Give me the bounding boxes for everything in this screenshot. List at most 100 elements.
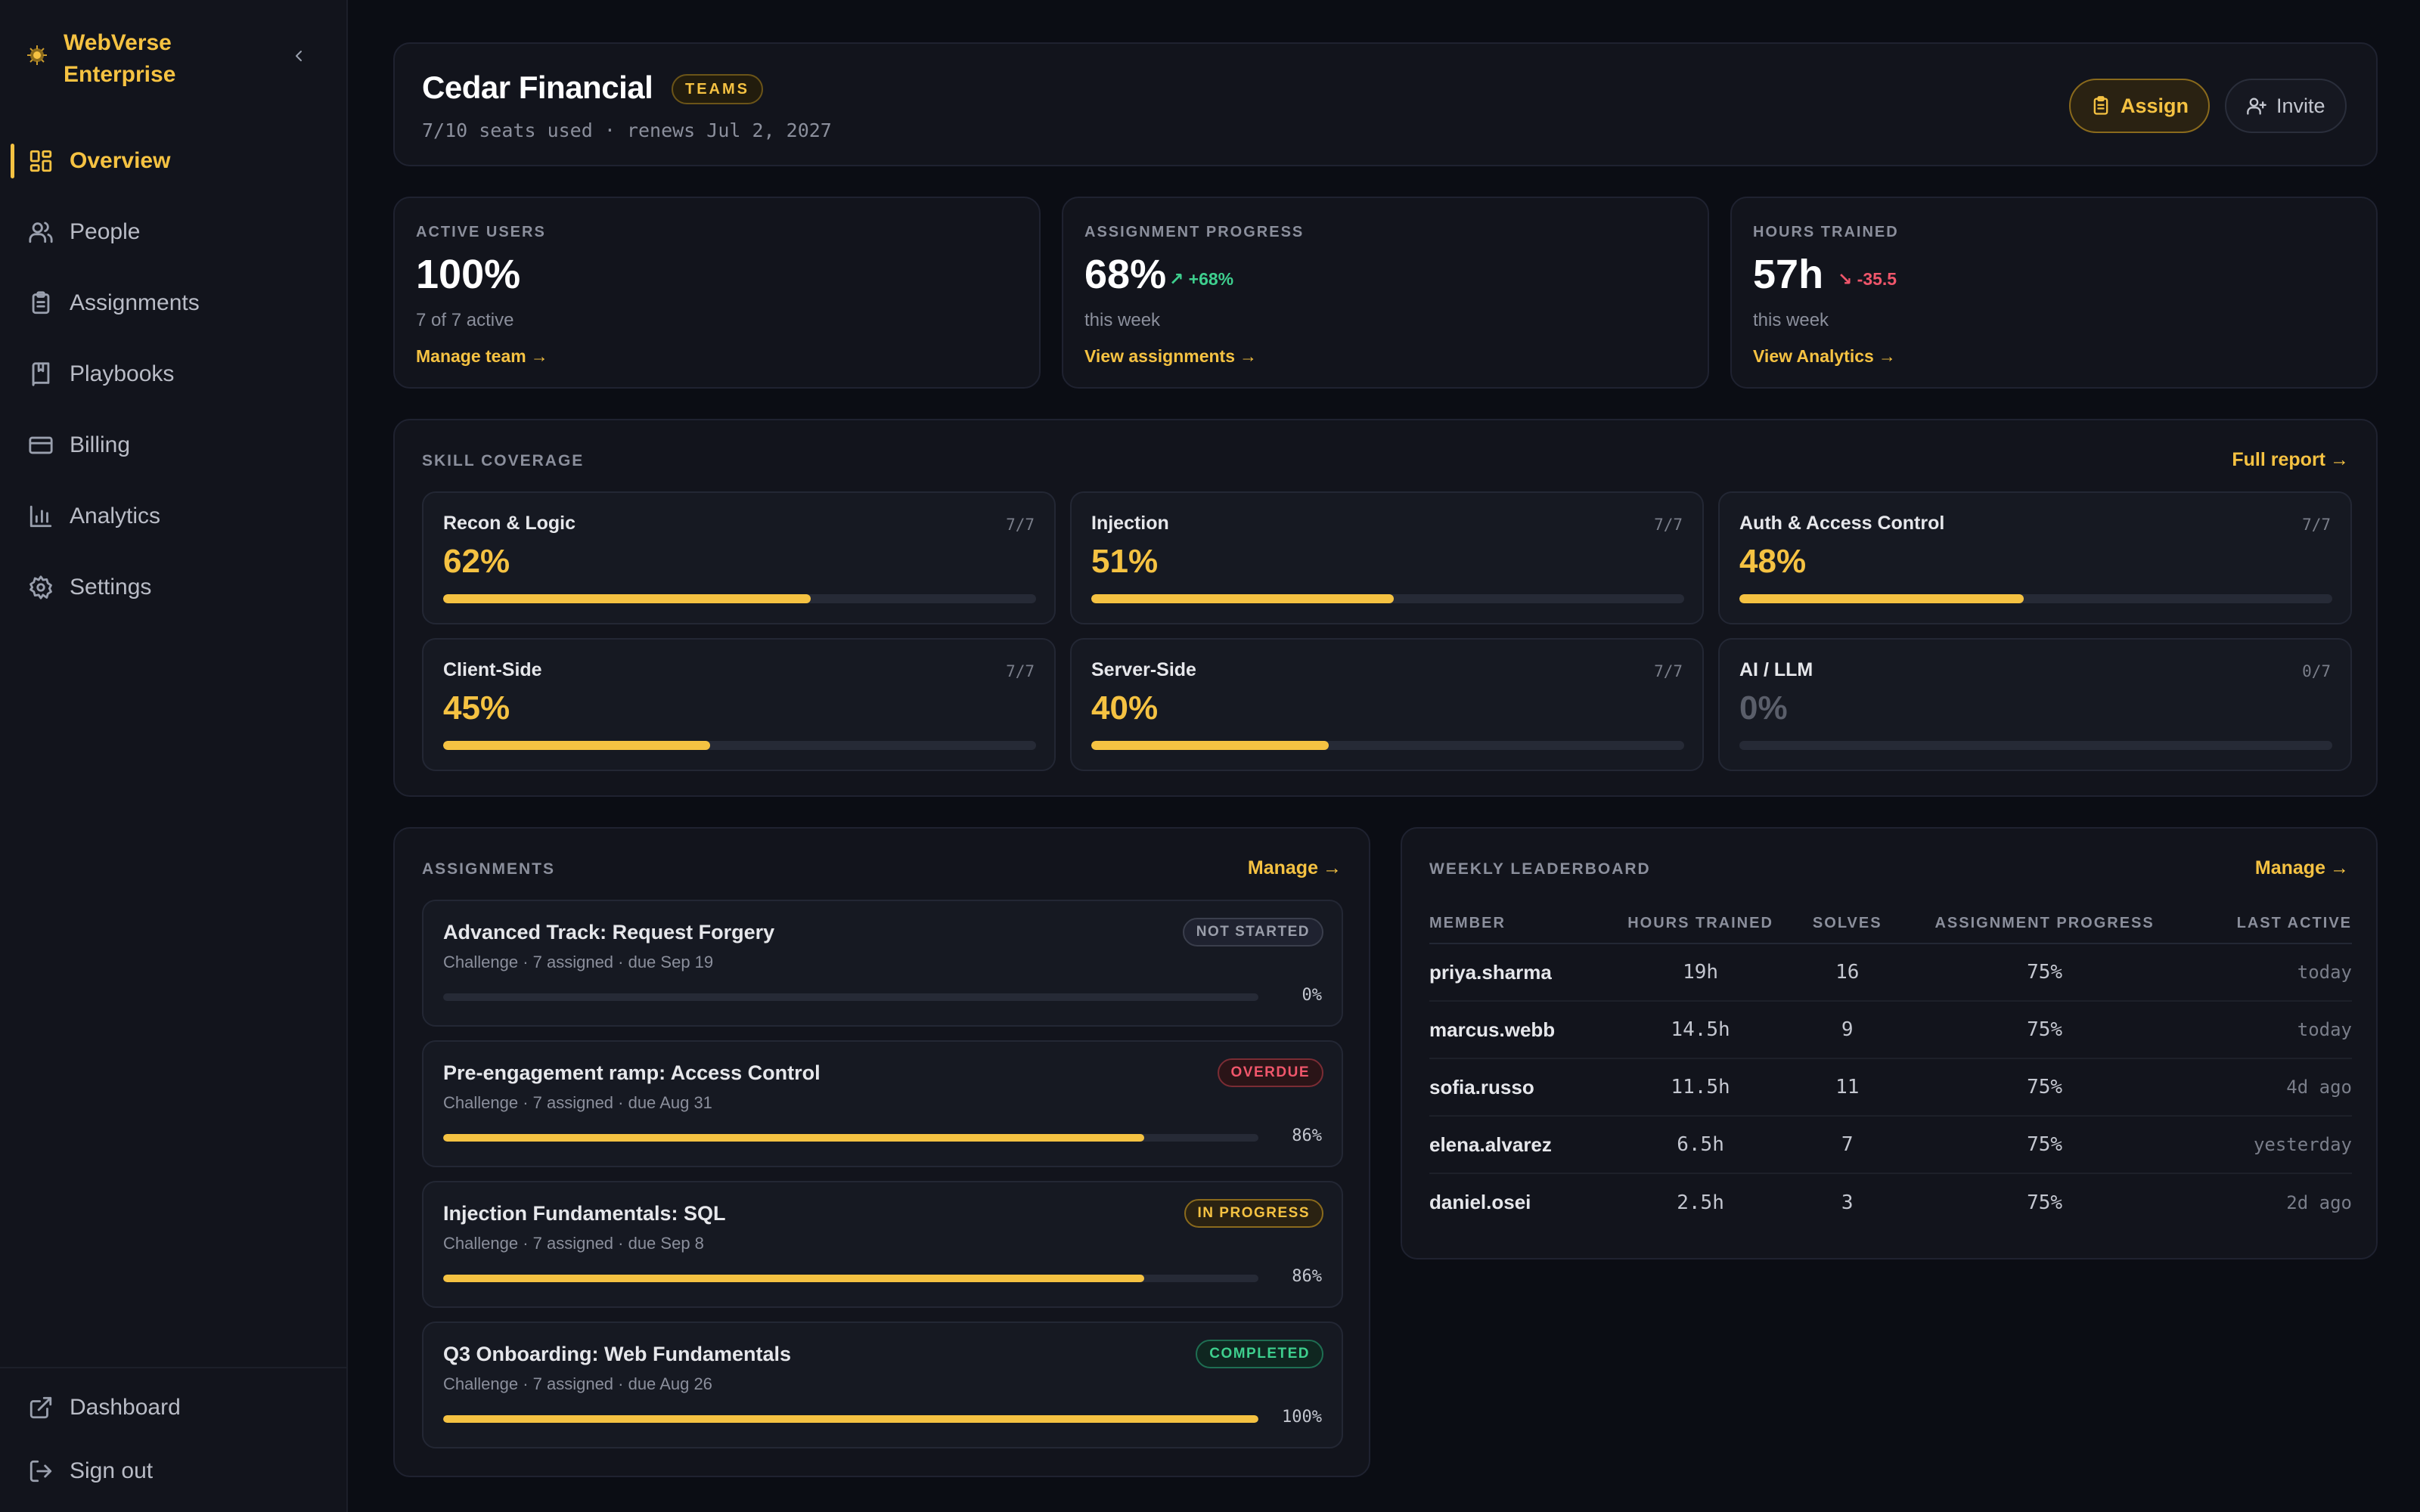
assignment-progress: 75% <box>1894 1058 2195 1117</box>
table-row[interactable]: priya.sharma 19h 16 75% today <box>1429 943 2352 1002</box>
link-label: Manage <box>2254 857 2325 878</box>
external-link-icon <box>27 1394 54 1421</box>
skill-card: AI / LLM 0/7 0% <box>1718 638 2352 771</box>
assignment-item[interactable]: Advanced Track: Request Forgery Challeng… <box>422 900 1343 1027</box>
view-analytics-link[interactable]: View Analytics → <box>1753 346 1896 367</box>
assignment-item[interactable]: Q3 Onboarding: Web Fundamentals Challeng… <box>422 1321 1343 1448</box>
assignment-meta: Challenge · 7 assigned · due Aug 26 <box>443 1374 712 1393</box>
sidebar-item-analytics[interactable]: Analytics <box>0 481 348 552</box>
table-row[interactable]: marcus.webb 14.5h 9 75% today <box>1429 1001 2352 1059</box>
skill-name: Server-Side <box>1091 659 1196 680</box>
weekly-leaderboard-panel: WEEKLY LEADERBOARD Manage → MEMBER HOURS … <box>1401 827 2378 1259</box>
link-label: View assignments <box>1084 346 1235 366</box>
sidebar-item-dashboard[interactable]: Dashboard <box>0 1376 348 1439</box>
last-active: today <box>2194 1001 2352 1059</box>
table-row[interactable]: elena.alvarez 6.5h 7 75% yesterday <box>1429 1116 2352 1174</box>
sidebar-item-assignments[interactable]: Assignments <box>0 268 348 339</box>
last-active: yesterday <box>2194 1116 2352 1174</box>
arrow-up-right-icon: ↗ <box>1169 269 1184 289</box>
skill-fraction: 7/7 <box>1006 662 1035 680</box>
skill-progress-fill <box>1091 594 1394 603</box>
status-badge: COMPLETED <box>1196 1340 1323 1368</box>
skill-fraction: 7/7 <box>2302 516 2331 534</box>
column-header-hours[interactable]: HOURS TRAINED <box>1600 904 1801 944</box>
arrow-right-icon: → <box>1323 857 1342 878</box>
assignment-item[interactable]: Pre-engagement ramp: Access Control Chal… <box>422 1040 1343 1167</box>
last-active: 2d ago <box>2286 1191 2352 1213</box>
solves: 16 <box>1800 943 1895 1002</box>
link-label: View Analytics <box>1753 346 1874 366</box>
skill-progress-bar <box>1091 741 1684 750</box>
assignment-progress-fill <box>443 1275 1145 1282</box>
link-label: Manage team <box>416 346 526 366</box>
sidebar-item-playbooks[interactable]: Playbooks <box>0 339 348 410</box>
skill-fraction: 7/7 <box>1654 662 1683 680</box>
manage-assignments-link[interactable]: Manage → <box>1248 857 1342 879</box>
column-header-last-active[interactable]: LAST ACTIVE <box>2194 904 2352 944</box>
member-name: priya.sharma <box>1429 943 1601 1002</box>
status-badge: IN PROGRESS <box>1184 1199 1323 1228</box>
column-header-member[interactable]: MEMBER <box>1429 904 1601 944</box>
skill-name: Recon & Logic <box>443 513 576 534</box>
skill-card: Injection 7/7 51% <box>1070 491 1704 624</box>
manage-leaderboard-link[interactable]: Manage → <box>2255 857 2349 879</box>
skill-progress-bar <box>1739 741 2332 750</box>
skill-card: Auth & Access Control 7/7 48% <box>1718 491 2352 624</box>
skill-progress-fill <box>1091 741 1329 750</box>
hours-trained: 2.5h <box>1677 1191 1724 1214</box>
brand[interactable]: WebVerse Enterprise <box>26 27 328 91</box>
delta-value: -35.5 <box>1857 269 1897 289</box>
view-assignments-link[interactable]: View assignments → <box>1084 346 1257 367</box>
member-name: marcus.webb <box>1429 1001 1601 1059</box>
assignment-progress: 75% <box>1894 1001 2195 1059</box>
invite-button[interactable]: Invite <box>2225 79 2347 133</box>
assignment-title: Injection Fundamentals: SQL <box>443 1202 726 1225</box>
solves: 3 <box>1841 1191 1854 1214</box>
assignment-progress: 75% <box>2027 1191 2063 1214</box>
status-badge: OVERDUE <box>1217 1058 1323 1087</box>
delta-value: +68% <box>1188 269 1234 289</box>
assignment-progress-bar <box>443 993 1258 1001</box>
people-icon <box>27 218 54 246</box>
status-badge: NOT STARTED <box>1182 918 1323 947</box>
sidebar-item-overview[interactable]: Overview <box>0 125 348 197</box>
skill-card: Server-Side 7/7 40% <box>1070 638 1704 771</box>
sidebar-item-sign-out[interactable]: Sign out <box>0 1439 348 1503</box>
table-row[interactable]: daniel.osei 2.5h 3 75% 2d ago <box>1429 1173 2352 1231</box>
skill-fraction: 0/7 <box>2302 662 2331 680</box>
assign-button[interactable]: Assign <box>2069 79 2211 133</box>
last-active: today <box>2194 943 2352 1002</box>
assignment-item[interactable]: Injection Fundamentals: SQL Challenge · … <box>422 1181 1343 1308</box>
column-header-progress[interactable]: ASSIGNMENT PROGRESS <box>1894 904 2195 944</box>
brand-name: WebVerse Enterprise <box>64 27 175 91</box>
manage-team-link[interactable]: Manage team → <box>416 346 548 367</box>
sidebar-item-people[interactable]: People <box>0 197 348 268</box>
sidebar: WebVerse Enterprise Overview People Assi… <box>0 0 348 1512</box>
section-title: WEEKLY LEADERBOARD <box>1429 860 1651 878</box>
assignment-meta: Challenge · 7 assigned · due Aug 31 <box>443 1093 712 1112</box>
full-report-link[interactable]: Full report → <box>2232 449 2349 471</box>
member-name: sofia.russo <box>1429 1058 1601 1117</box>
column-header-solves[interactable]: SOLVES <box>1800 904 1895 944</box>
skill-percent: 62% <box>443 543 510 580</box>
card-icon <box>27 432 54 459</box>
sidebar-item-label: Billing <box>70 432 131 457</box>
sidebar-item-settings[interactable]: Settings <box>0 552 348 623</box>
stat-assignment-progress: ASSIGNMENT PROGRESS 68% ↗ +68% this week… <box>1062 197 1709 389</box>
stat-hours-trained: HOURS TRAINED 57h ↘ -35.5 this week View… <box>1730 197 2378 389</box>
sidebar-item-label: Settings <box>70 575 152 600</box>
hours-trained: 6.5h <box>1600 1116 1801 1174</box>
skill-card: Client-Side 7/7 45% <box>422 638 1056 771</box>
member-name: daniel.osei <box>1429 1191 1531 1213</box>
collapse-sidebar-icon[interactable] <box>286 42 313 70</box>
stat-label: ASSIGNMENT PROGRESS <box>1084 224 1305 240</box>
brand-line-2: Enterprise <box>64 62 176 87</box>
table-row[interactable]: sofia.russo 11.5h 11 75% 4d ago <box>1429 1058 2352 1117</box>
hours-trained: 14.5h <box>1600 1001 1801 1059</box>
stat-label: ACTIVE USERS <box>416 224 546 240</box>
last-active: 4d ago <box>2194 1058 2352 1117</box>
table-header-row: MEMBER HOURS TRAINED SOLVES ASSIGNMENT P… <box>1429 904 2352 944</box>
stat-label: HOURS TRAINED <box>1753 224 1899 240</box>
skill-progress-bar <box>1091 594 1684 603</box>
sidebar-item-billing[interactable]: Billing <box>0 410 348 481</box>
